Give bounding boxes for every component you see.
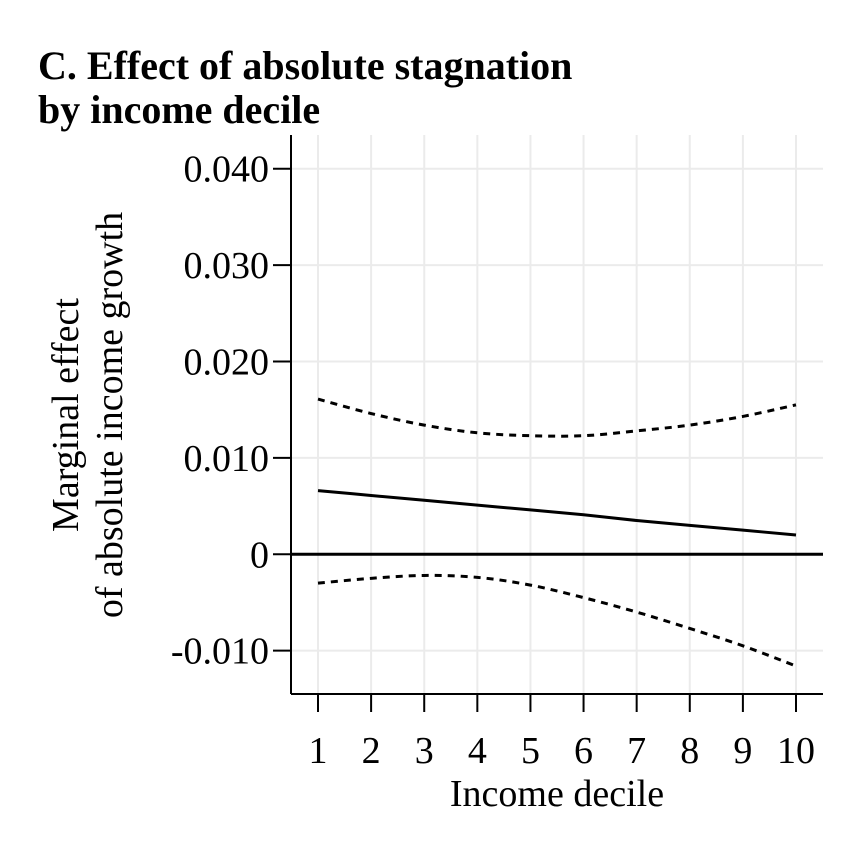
x-tick-label: 5 [521,730,540,772]
x-tick-label: 8 [680,730,699,772]
x-tick-label: 10 [777,730,815,772]
x-tick-label: 2 [362,730,381,772]
x-tick-label: 4 [468,730,487,772]
x-tick-label: 9 [733,730,752,772]
y-tick-label: 0.020 [184,341,270,383]
y-tick-label: 0.010 [184,438,270,480]
y-tick-label: 0 [250,534,269,576]
chart-title-line-1: C. Effect of absolute stagnation [38,43,573,88]
y-tick-label: 0.030 [184,245,270,287]
axes [273,135,823,712]
series-lines [291,397,823,668]
series-line-lower-ci [317,573,797,668]
x-tick-label: 3 [415,730,434,772]
y-axis-label-line-1: Marginal effect [45,298,87,532]
tick-labels: -0.010 0 0.010 0.020 0.030 0.040 1 2 3 4 5 6 7 8 9 10 [171,149,815,772]
x-axis-label: Income decile [450,773,664,815]
chart-title-line-2: by income decile [38,87,321,132]
y-axis-label-line-2: of absolute income growth [89,212,131,618]
x-tick-label: 1 [309,730,328,772]
series-line-upper-ci [317,397,797,438]
x-tick-label: 6 [574,730,593,772]
y-tick-label: -0.010 [171,631,269,673]
x-tick-label: 7 [627,730,646,772]
y-tick-label: 0.040 [184,149,270,191]
series-line-estimate [317,489,797,537]
